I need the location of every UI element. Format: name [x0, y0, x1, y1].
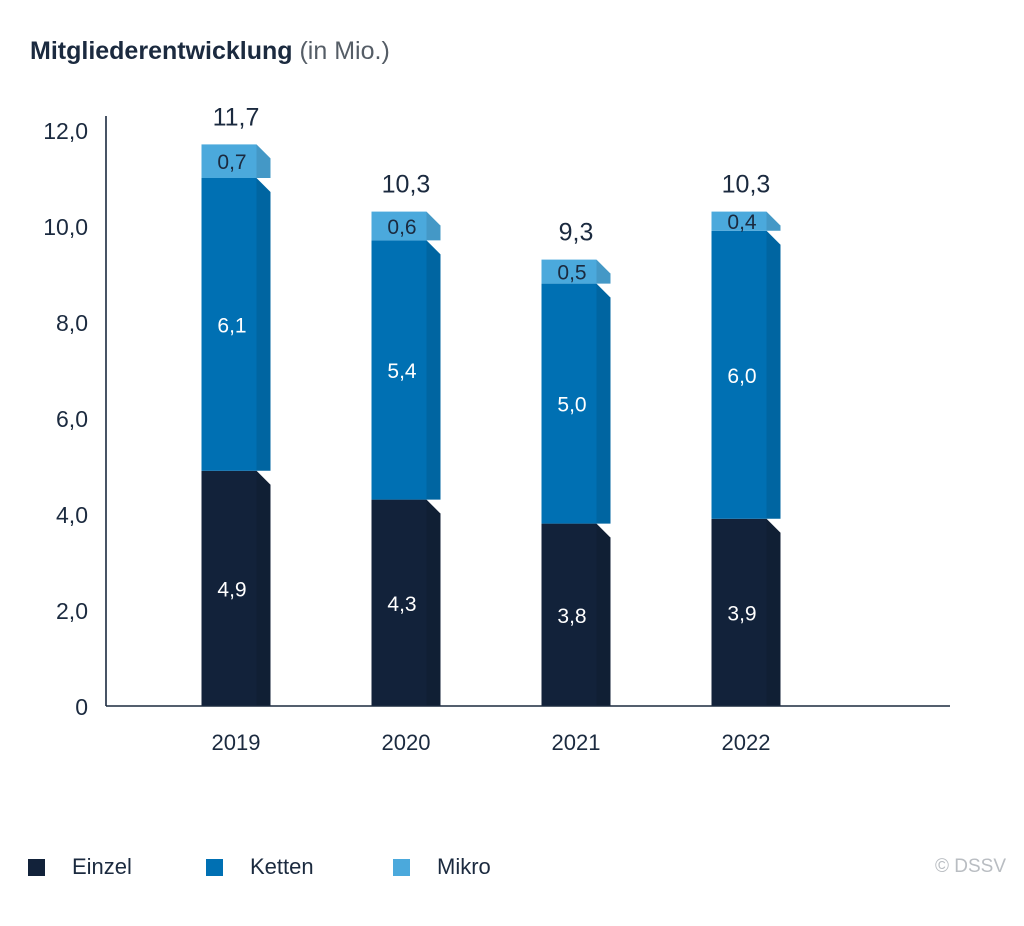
- bar-segment-ketten: [541, 283, 597, 524]
- legend-swatch-mikro: [393, 858, 410, 876]
- x-category-label: 2020: [382, 730, 431, 755]
- bar-side-ketten: [426, 240, 441, 500]
- bar-side-mikro: [256, 144, 271, 178]
- bar-side-ketten: [596, 283, 611, 524]
- value-label-ketten: 6,1: [217, 314, 246, 337]
- legend-swatch-einzel: [28, 858, 45, 876]
- y-tick-label: 12,0: [43, 118, 88, 144]
- chart-title: Mitgliederentwicklung (in Mio.): [30, 36, 390, 66]
- legend-label-einzel: Einzel: [72, 854, 132, 879]
- legend-item-einzel: Einzel: [28, 854, 132, 880]
- legend-swatch-ketten: [206, 858, 223, 876]
- value-label-mikro: 0,4: [727, 211, 757, 234]
- y-tick-label: 2,0: [56, 598, 88, 624]
- copyright-notice: © DSSV: [934, 856, 1006, 877]
- legend-item-mikro: Mikro: [393, 854, 491, 880]
- bar-side-mikro: [766, 211, 781, 231]
- bar-segment-mikro: [541, 259, 597, 284]
- value-label-ketten: 5,0: [557, 394, 586, 417]
- bar-segment-ketten: [371, 240, 427, 500]
- value-label-ketten: 5,4: [387, 360, 417, 383]
- y-tick-label: 0: [75, 694, 88, 720]
- bar-segment-mikro: [201, 144, 257, 178]
- bar-side-ketten: [766, 230, 781, 519]
- value-label-einzel: 3,8: [557, 605, 586, 628]
- value-label-einzel: 4,3: [387, 593, 416, 616]
- bar-side-ketten: [256, 178, 271, 471]
- x-category-label: 2021: [552, 730, 601, 755]
- chart-title-unit: (in Mio.): [299, 37, 390, 65]
- bar-side-einzel: [596, 523, 611, 706]
- bar-segment-mikro: [371, 211, 427, 241]
- total-label: 10,3: [722, 171, 771, 199]
- value-label-mikro: 0,6: [387, 216, 416, 239]
- x-category-label: 2022: [722, 730, 771, 755]
- bar-segment-einzel: [541, 523, 597, 706]
- value-label-einzel: 4,9: [217, 578, 246, 601]
- bar-segment-einzel: [711, 518, 767, 706]
- y-tick-label: 4,0: [56, 502, 88, 528]
- bar-side-mikro: [426, 211, 441, 241]
- total-label: 11,7: [213, 103, 260, 131]
- bar-segment-einzel: [201, 470, 257, 706]
- bar-side-mikro: [596, 259, 611, 284]
- legend-item-ketten: Ketten: [206, 854, 314, 880]
- total-label: 9,3: [559, 219, 594, 247]
- bar-segment-einzel: [371, 499, 427, 706]
- value-label-ketten: 6,0: [727, 365, 756, 388]
- stacked-bar-chart: 0 2,0 4,0 6,0 8,0 10,0 12,0 4,9 6,1 0,7 11,7 2019 4,…: [43, 103, 950, 755]
- legend-label-mikro: Mikro: [437, 854, 491, 879]
- value-label-mikro: 0,5: [557, 262, 586, 285]
- bar-side-einzel: [426, 499, 441, 706]
- total-label: 10,3: [382, 171, 431, 199]
- bar-side-einzel: [766, 518, 781, 706]
- bar-side-einzel: [256, 470, 271, 706]
- value-label-einzel: 3,9: [727, 602, 756, 625]
- y-tick-label: 8,0: [56, 310, 88, 336]
- legend-label-ketten: Ketten: [250, 854, 314, 879]
- bar-segment-ketten: [201, 178, 257, 471]
- y-tick-label: 6,0: [56, 406, 88, 432]
- value-label-mikro: 0,7: [217, 151, 246, 174]
- chart-title-main: Mitgliederentwicklung: [30, 37, 293, 65]
- bar-segment-mikro: [711, 211, 767, 231]
- x-category-label: 2019: [212, 730, 261, 755]
- bar-segment-ketten: [711, 230, 767, 519]
- y-tick-label: 10,0: [43, 214, 88, 240]
